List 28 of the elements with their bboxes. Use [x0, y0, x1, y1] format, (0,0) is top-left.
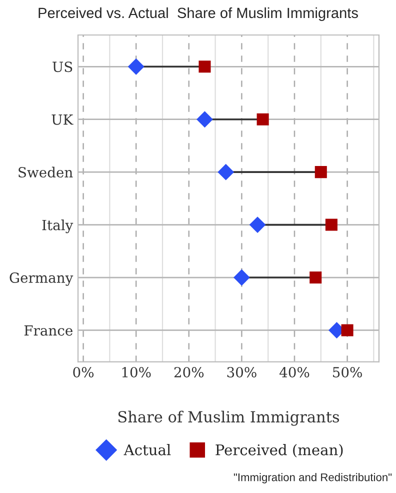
- y-tick-label: France: [24, 325, 72, 336]
- point: [196, 111, 213, 128]
- x-tick-label: 30%: [227, 366, 256, 378]
- point: [198, 60, 211, 73]
- legend-label: Perceived (mean): [216, 444, 343, 458]
- y-tick-label: UK: [52, 114, 74, 125]
- x-tick-label: 10%: [122, 366, 151, 378]
- legend-label: Actual: [124, 444, 171, 456]
- point: [233, 269, 250, 286]
- x-tick-label: 20%: [174, 366, 204, 378]
- y-tick-label: Sweden: [18, 166, 73, 178]
- chart-title: Perceived vs. Actual Share of Muslim Immigrants: [38, 7, 358, 21]
- point: [249, 216, 266, 234]
- point: [341, 324, 354, 336]
- point: [128, 58, 144, 75]
- point: [325, 218, 338, 231]
- x-axis-title: Share of Muslim Immigrants: [118, 410, 340, 426]
- x-tick-label: 50%: [333, 366, 362, 378]
- point: [310, 271, 322, 284]
- point: [314, 166, 327, 178]
- point: [256, 113, 269, 126]
- y-tick-label: Germany: [10, 272, 74, 286]
- text: "Immigration and Redistribution": [234, 473, 392, 484]
- x-tick-label: 40%: [279, 366, 310, 378]
- point: [218, 164, 234, 180]
- y-tick-label: US: [52, 62, 72, 72]
- y-tick-label: Italy: [42, 220, 74, 234]
- x-tick-label: 0%: [73, 366, 94, 378]
